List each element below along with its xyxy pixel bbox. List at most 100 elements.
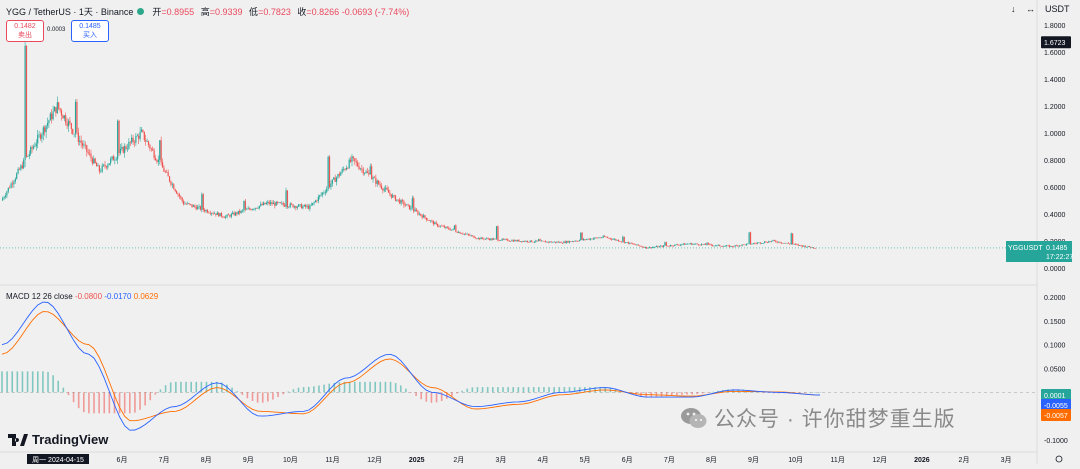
candle-body xyxy=(389,192,391,195)
candle-body xyxy=(543,241,545,242)
candle-body xyxy=(559,241,561,243)
candle-body xyxy=(522,241,524,242)
low-label: 低 xyxy=(249,7,259,17)
candle-body xyxy=(538,239,540,242)
candle-body xyxy=(668,246,670,247)
candle-body xyxy=(494,238,496,240)
macd-histogram-bar xyxy=(497,387,499,393)
macd-tick-label: -0.1000 xyxy=(1044,438,1068,445)
candle-body xyxy=(140,129,143,132)
candle-body xyxy=(63,115,65,119)
candle-body xyxy=(2,198,4,201)
candle-body xyxy=(312,202,314,205)
macd-histogram-bar xyxy=(292,389,295,393)
candle-body xyxy=(323,192,325,194)
candle-body xyxy=(654,246,656,248)
candle-body xyxy=(542,240,544,242)
macd-histogram-bar xyxy=(369,381,371,393)
scroll-down-icon[interactable]: ↓ xyxy=(1011,4,1016,14)
candle-body xyxy=(780,242,783,244)
time-tick-label: 3月 xyxy=(495,456,506,464)
candle-body xyxy=(184,203,186,205)
candle-body xyxy=(258,205,260,209)
candle-body xyxy=(131,137,133,143)
candle-body xyxy=(683,243,686,245)
candle-body xyxy=(476,238,478,239)
candle-body xyxy=(284,204,286,207)
time-tick-label: 6月 xyxy=(117,456,128,464)
candle-body xyxy=(198,206,200,207)
candle-body xyxy=(383,189,385,191)
candle-body xyxy=(227,214,230,216)
macd-hist-badge: 0.0001 xyxy=(1044,393,1066,400)
candle-body xyxy=(65,115,67,124)
candle-body xyxy=(782,242,784,244)
candle-body xyxy=(373,177,376,179)
macd-histogram-bar xyxy=(215,381,218,393)
candle-body xyxy=(526,240,529,242)
macd-signal-badge-bg xyxy=(1041,409,1071,421)
candle-body xyxy=(615,239,617,241)
candle-body xyxy=(232,212,234,214)
macd-histogram-bar xyxy=(353,381,356,393)
time-tick-label: 9月 xyxy=(748,456,759,464)
candle-body xyxy=(349,159,352,162)
candle-body xyxy=(90,153,92,159)
candle-body xyxy=(110,158,112,164)
candle-body xyxy=(609,237,611,239)
macd-histogram-bar xyxy=(819,392,821,393)
candle-body xyxy=(72,128,74,134)
macd-histogram-bar xyxy=(410,392,412,393)
candle-body xyxy=(605,236,607,238)
candle-body xyxy=(623,236,625,243)
macd-histogram-bar xyxy=(379,381,382,393)
time-tick-label: 10月 xyxy=(283,456,298,464)
candle-body xyxy=(152,148,154,151)
time-axis[interactable]: 周一 2024-04-15 6月 7月 8月 9月 10月 11月 12月 2025 2月 3月 4月… xyxy=(27,454,1063,464)
candle-body xyxy=(170,181,172,185)
symbol-title[interactable]: YGG / TetherUS · 1天 · Binance xyxy=(6,7,134,17)
currency-selector[interactable]: USDT xyxy=(1045,4,1070,14)
candle-body xyxy=(344,169,346,170)
candle-body xyxy=(191,204,193,207)
candle-body xyxy=(756,242,759,244)
candle-body xyxy=(619,241,621,242)
buy-button[interactable]: 0.1485 买入 xyxy=(71,20,109,42)
candle-body xyxy=(42,127,44,135)
macd-legend[interactable]: MACD 12 26 close -0.0800 -0.0170 0.0629 xyxy=(6,292,158,301)
candle-body xyxy=(611,238,613,240)
candle-body xyxy=(807,246,809,247)
candle-body xyxy=(529,240,531,243)
macd-histogram-bar xyxy=(517,387,520,393)
candle-body xyxy=(365,171,367,174)
candle-body xyxy=(413,198,415,212)
candle-body xyxy=(177,193,179,195)
gear-icon[interactable] xyxy=(1055,455,1063,463)
candle-body xyxy=(518,240,520,242)
candle-body xyxy=(93,158,95,164)
tradingview-logo[interactable]: TradingView xyxy=(8,432,108,447)
macd-line-badge: -0.0055 xyxy=(1044,403,1068,410)
candle-body xyxy=(688,243,690,245)
candle-body xyxy=(745,243,747,246)
candle-body xyxy=(582,239,585,240)
scale-icon[interactable]: ↔ xyxy=(1026,4,1035,14)
macd-histogram-bar xyxy=(420,392,423,400)
macd-histogram-bar xyxy=(261,392,264,403)
candle-body xyxy=(414,209,416,212)
candle-body xyxy=(640,245,642,247)
macd-histogram-bar xyxy=(803,392,806,393)
buy-label: 买入 xyxy=(83,32,97,39)
symbol-legend[interactable]: YGG / TetherUS · 1天 · Binance 开=0.8955 高… xyxy=(6,5,409,18)
sell-button[interactable]: 0.1482 卖出 xyxy=(6,20,44,42)
candle-body xyxy=(180,196,182,198)
candle-body xyxy=(427,219,429,221)
macd-histogram-bar xyxy=(543,387,545,393)
candle-body xyxy=(337,174,339,178)
macd-histogram-bar xyxy=(67,392,70,396)
candle-body xyxy=(55,107,57,114)
candle-body xyxy=(333,177,335,180)
candle-body xyxy=(142,129,144,132)
